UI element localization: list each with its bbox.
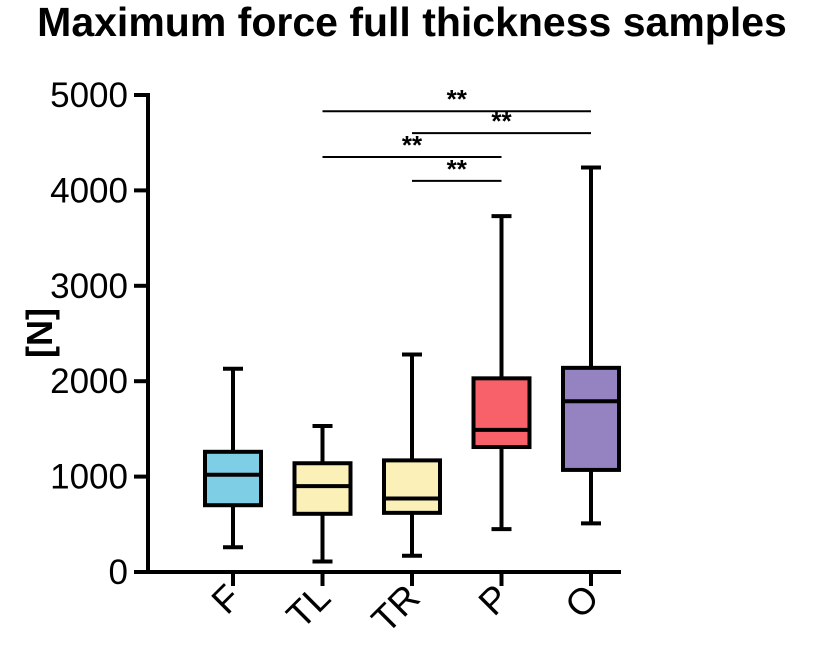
- y-tick-label: 2000: [50, 362, 128, 401]
- significance-label: **: [447, 154, 468, 184]
- box-tl: [292, 424, 353, 564]
- x-tick-label: TL: [279, 577, 339, 637]
- y-tick-label: 1000: [50, 458, 128, 497]
- significance-label: **: [447, 84, 468, 114]
- box-f: [203, 366, 263, 550]
- iqr-box: [203, 449, 263, 508]
- box-o: [561, 165, 621, 526]
- chart-title: Maximum force full thickness samples: [37, 0, 787, 45]
- boxes: [203, 165, 621, 564]
- box-p: [471, 214, 532, 532]
- y-ticks: 0 1000 2000 3000 4000 5000: [50, 76, 148, 592]
- x-tick-label: F: [204, 577, 249, 622]
- iqr-box: [382, 458, 442, 515]
- significance-label: **: [491, 106, 512, 136]
- x-tick-label: P: [471, 577, 517, 623]
- box-tr: [382, 352, 442, 558]
- y-tick-label: 4000: [50, 171, 128, 210]
- iqr-box: [471, 376, 532, 450]
- significance-brackets: ** ** ** **: [322, 84, 591, 184]
- y-tick-label: 3000: [50, 267, 128, 306]
- y-tick-label: 0: [109, 553, 128, 592]
- iqr-box: [561, 365, 621, 472]
- iqr-box: [292, 461, 353, 516]
- x-tick-label: O: [557, 577, 606, 626]
- x-tick-label: TR: [364, 577, 428, 641]
- y-tick-label: 5000: [50, 76, 128, 115]
- y-axis-label: [N]: [19, 308, 60, 358]
- significance-label: **: [402, 130, 423, 160]
- axes: [146, 93, 621, 574]
- x-ticks: F TL TR P O: [204, 572, 607, 641]
